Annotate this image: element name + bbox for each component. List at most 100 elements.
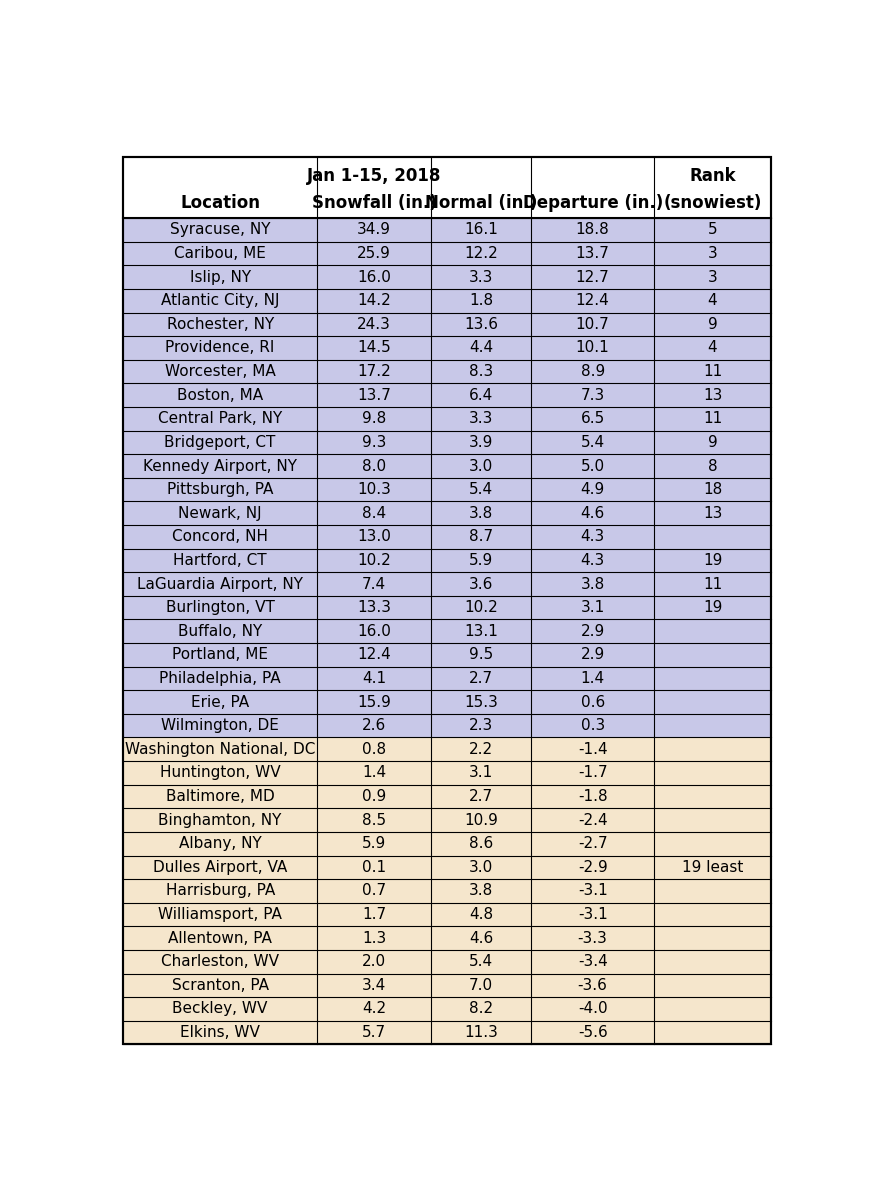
Text: 2.7: 2.7 bbox=[469, 671, 493, 686]
Bar bbox=[123, 667, 771, 691]
Text: 0.8: 0.8 bbox=[362, 742, 386, 756]
Text: 8.5: 8.5 bbox=[362, 812, 386, 828]
Text: 12.2: 12.2 bbox=[464, 246, 498, 262]
Text: 10.1: 10.1 bbox=[576, 340, 610, 356]
Bar bbox=[123, 572, 771, 596]
Text: 1.7: 1.7 bbox=[362, 907, 386, 921]
Text: 8.7: 8.7 bbox=[469, 529, 493, 545]
Text: Williamsport, PA: Williamsport, PA bbox=[158, 907, 282, 921]
Text: Buffalo, NY: Buffalo, NY bbox=[178, 624, 262, 638]
Bar bbox=[123, 478, 771, 502]
Bar bbox=[123, 879, 771, 902]
Text: Pittsburgh, PA: Pittsburgh, PA bbox=[167, 482, 273, 497]
Text: 3.4: 3.4 bbox=[362, 977, 386, 993]
Text: 5.9: 5.9 bbox=[469, 553, 493, 568]
Text: 19 least: 19 least bbox=[682, 860, 743, 875]
Text: -1.4: -1.4 bbox=[578, 742, 608, 756]
Text: 3.9: 3.9 bbox=[469, 435, 493, 449]
Text: -2.9: -2.9 bbox=[578, 860, 608, 875]
Text: 24.3: 24.3 bbox=[357, 316, 391, 332]
Bar bbox=[123, 998, 771, 1020]
Text: 0.3: 0.3 bbox=[581, 718, 605, 734]
Bar bbox=[123, 218, 771, 241]
Text: 9.5: 9.5 bbox=[469, 647, 493, 662]
Text: 11.3: 11.3 bbox=[464, 1025, 498, 1040]
Text: 18: 18 bbox=[703, 482, 722, 497]
Bar bbox=[123, 856, 771, 879]
Text: 2.2: 2.2 bbox=[469, 742, 493, 756]
Text: 7.0: 7.0 bbox=[469, 977, 493, 993]
Text: Elkins, WV: Elkins, WV bbox=[181, 1025, 260, 1040]
Bar bbox=[123, 643, 771, 667]
Text: Albany, NY: Albany, NY bbox=[179, 836, 262, 851]
Text: 0.7: 0.7 bbox=[362, 883, 386, 899]
Text: 3.8: 3.8 bbox=[581, 577, 605, 592]
Bar bbox=[123, 526, 771, 548]
Text: 13.3: 13.3 bbox=[357, 600, 391, 615]
Text: 1.4: 1.4 bbox=[362, 766, 386, 780]
Text: 3.6: 3.6 bbox=[469, 577, 493, 592]
Text: Dulles Airport, VA: Dulles Airport, VA bbox=[153, 860, 287, 875]
Text: 3.1: 3.1 bbox=[581, 600, 605, 615]
Text: 2.9: 2.9 bbox=[581, 647, 605, 662]
Text: -2.7: -2.7 bbox=[578, 836, 608, 851]
Text: 11: 11 bbox=[703, 411, 722, 427]
Text: 6.5: 6.5 bbox=[581, 411, 605, 427]
Text: 3.0: 3.0 bbox=[469, 459, 493, 473]
Bar bbox=[123, 737, 771, 761]
Text: 8.6: 8.6 bbox=[469, 836, 493, 851]
Text: 5.7: 5.7 bbox=[362, 1025, 386, 1040]
Bar bbox=[123, 785, 771, 809]
Text: -3.1: -3.1 bbox=[578, 907, 608, 921]
Bar bbox=[123, 265, 771, 289]
Text: Islip, NY: Islip, NY bbox=[189, 270, 250, 284]
Text: 13.7: 13.7 bbox=[576, 246, 610, 262]
Text: 1.3: 1.3 bbox=[362, 931, 386, 945]
Bar bbox=[123, 502, 771, 526]
Text: 13.7: 13.7 bbox=[357, 388, 391, 403]
Text: Erie, PA: Erie, PA bbox=[191, 694, 249, 710]
Bar bbox=[123, 360, 771, 383]
Text: 8.9: 8.9 bbox=[581, 364, 605, 379]
Bar bbox=[123, 691, 771, 713]
Text: 10.2: 10.2 bbox=[358, 553, 391, 568]
Bar bbox=[123, 430, 771, 454]
Text: 14.2: 14.2 bbox=[358, 294, 391, 308]
Text: -3.6: -3.6 bbox=[578, 977, 608, 993]
Text: Syracuse, NY: Syracuse, NY bbox=[170, 222, 270, 238]
Text: 13: 13 bbox=[703, 505, 722, 521]
Text: Providence, RI: Providence, RI bbox=[166, 340, 275, 356]
Text: 5.4: 5.4 bbox=[581, 435, 605, 449]
Text: 18.8: 18.8 bbox=[576, 222, 610, 238]
Text: 7.4: 7.4 bbox=[362, 577, 386, 592]
Text: 3: 3 bbox=[708, 270, 718, 284]
Text: Huntington, WV: Huntington, WV bbox=[160, 766, 281, 780]
Text: Wilmington, DE: Wilmington, DE bbox=[161, 718, 279, 734]
Bar bbox=[123, 289, 771, 313]
Text: 11: 11 bbox=[703, 364, 722, 379]
Text: 13.6: 13.6 bbox=[464, 316, 498, 332]
Text: 3.0: 3.0 bbox=[469, 860, 493, 875]
Text: Washington National, DC: Washington National, DC bbox=[125, 742, 316, 756]
Text: 5.0: 5.0 bbox=[581, 459, 605, 473]
Text: 0.1: 0.1 bbox=[362, 860, 386, 875]
Text: 14.5: 14.5 bbox=[358, 340, 391, 356]
Text: Portland, ME: Portland, ME bbox=[172, 647, 268, 662]
Text: 17.2: 17.2 bbox=[358, 364, 391, 379]
Text: Rank: Rank bbox=[689, 168, 736, 185]
Text: Harrisburg, PA: Harrisburg, PA bbox=[166, 883, 275, 899]
Bar bbox=[123, 832, 771, 856]
Text: 8.0: 8.0 bbox=[362, 459, 386, 473]
Bar bbox=[123, 383, 771, 407]
Text: 7.3: 7.3 bbox=[581, 388, 605, 403]
Text: Scranton, PA: Scranton, PA bbox=[172, 977, 269, 993]
Text: 2.6: 2.6 bbox=[362, 718, 386, 734]
Bar bbox=[123, 950, 771, 974]
Text: Boston, MA: Boston, MA bbox=[177, 388, 263, 403]
Text: 2.3: 2.3 bbox=[469, 718, 493, 734]
Bar bbox=[123, 761, 771, 785]
Text: Central Park, NY: Central Park, NY bbox=[158, 411, 283, 427]
Text: 3.8: 3.8 bbox=[469, 505, 493, 521]
Text: 12.4: 12.4 bbox=[576, 294, 610, 308]
Bar bbox=[123, 336, 771, 360]
